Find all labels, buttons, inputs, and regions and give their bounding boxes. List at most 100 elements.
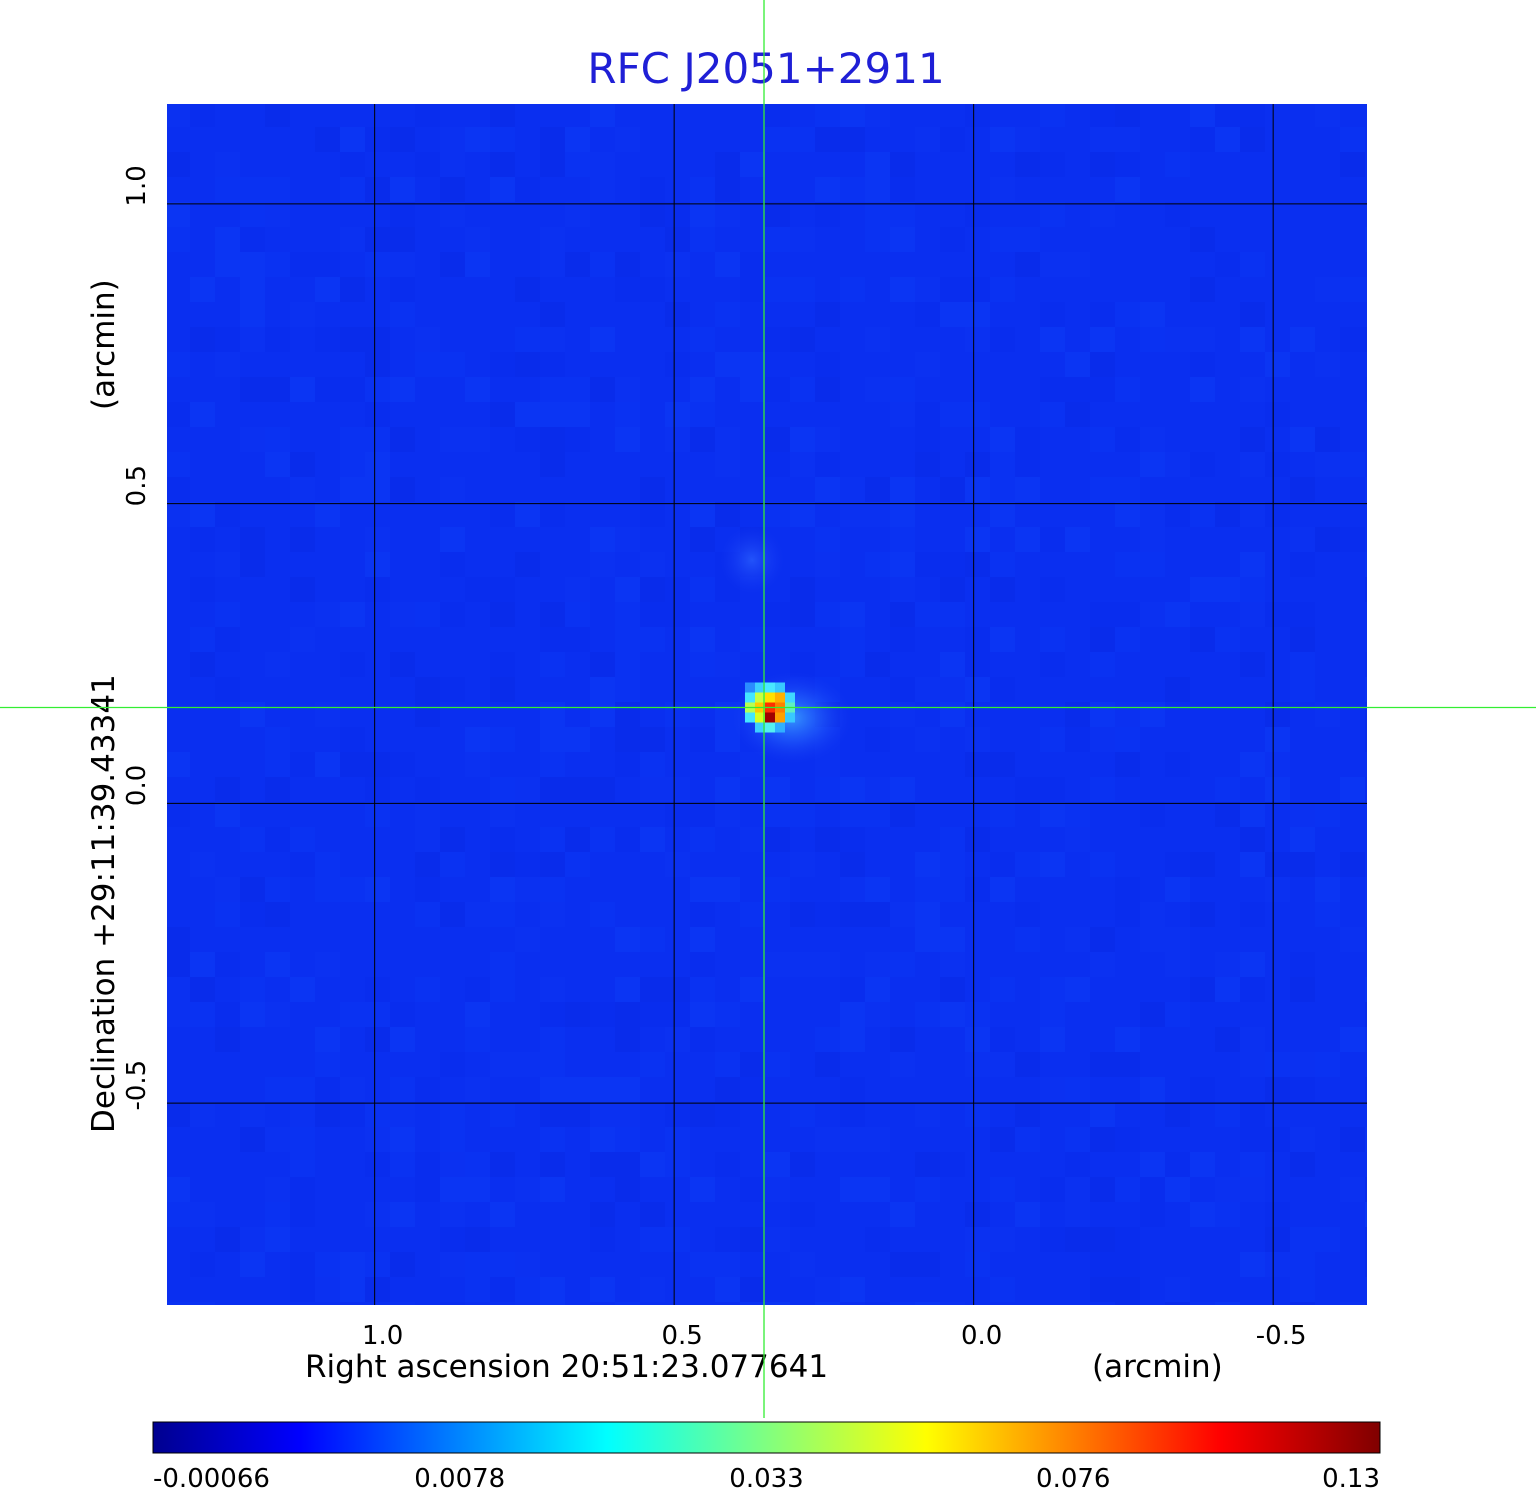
noise-cell bbox=[715, 1077, 740, 1102]
noise-cell bbox=[1340, 127, 1365, 152]
noise-cell bbox=[965, 327, 990, 352]
noise-cell bbox=[1215, 577, 1240, 602]
noise-cell bbox=[440, 352, 465, 377]
noise-cell bbox=[1015, 852, 1040, 877]
noise-cell bbox=[690, 1252, 715, 1277]
noise-cell bbox=[1065, 1152, 1090, 1177]
noise-cell bbox=[965, 1052, 990, 1077]
noise-cell bbox=[240, 1102, 265, 1127]
noise-cell bbox=[640, 727, 665, 752]
noise-cell bbox=[640, 1202, 665, 1227]
noise-cell bbox=[840, 127, 865, 152]
noise-cell bbox=[790, 277, 815, 302]
noise-cell bbox=[1165, 1302, 1190, 1307]
noise-cell bbox=[965, 277, 990, 302]
noise-cell bbox=[1240, 302, 1265, 327]
noise-cell bbox=[815, 777, 840, 802]
noise-cell bbox=[490, 177, 515, 202]
noise-cell bbox=[315, 252, 340, 277]
noise-cell bbox=[490, 127, 515, 152]
noise-cell bbox=[1190, 577, 1215, 602]
noise-cell bbox=[340, 752, 365, 777]
noise-cell bbox=[1165, 1002, 1190, 1027]
noise-cell bbox=[540, 852, 565, 877]
noise-cell bbox=[765, 277, 790, 302]
noise-cell bbox=[440, 1052, 465, 1077]
noise-cell bbox=[990, 552, 1015, 577]
noise-cell bbox=[965, 202, 990, 227]
noise-cell bbox=[790, 802, 815, 827]
noise-cell bbox=[640, 1277, 665, 1302]
noise-cell bbox=[1190, 852, 1215, 877]
noise-cell bbox=[615, 1002, 640, 1027]
noise-cell bbox=[940, 1152, 965, 1177]
noise-cell bbox=[1315, 527, 1340, 552]
noise-cell bbox=[315, 877, 340, 902]
noise-cell bbox=[1065, 927, 1090, 952]
noise-cell bbox=[1115, 702, 1140, 727]
noise-cell bbox=[1240, 1127, 1265, 1152]
noise-cell bbox=[865, 552, 890, 577]
noise-cell bbox=[265, 877, 290, 902]
noise-cell bbox=[190, 627, 215, 652]
noise-cell bbox=[915, 302, 940, 327]
noise-cell bbox=[1165, 502, 1190, 527]
noise-cell bbox=[390, 427, 415, 452]
noise-cell bbox=[415, 852, 440, 877]
noise-cell bbox=[1165, 927, 1190, 952]
noise-cell bbox=[490, 102, 515, 127]
noise-cell bbox=[1315, 427, 1340, 452]
noise-cell bbox=[990, 677, 1015, 702]
noise-cell bbox=[1015, 252, 1040, 277]
noise-cell bbox=[265, 827, 290, 852]
noise-cell bbox=[965, 402, 990, 427]
noise-cell bbox=[590, 152, 615, 177]
noise-cell bbox=[365, 1102, 390, 1127]
noise-cell bbox=[215, 177, 240, 202]
noise-cell bbox=[615, 652, 640, 677]
noise-cell bbox=[540, 452, 565, 477]
noise-cell bbox=[765, 227, 790, 252]
noise-cell bbox=[290, 452, 315, 477]
noise-cell bbox=[765, 202, 790, 227]
noise-cell bbox=[940, 1002, 965, 1027]
noise-cell bbox=[265, 777, 290, 802]
noise-texture bbox=[165, 102, 1369, 1307]
noise-cell bbox=[890, 1202, 915, 1227]
noise-cell bbox=[1165, 202, 1190, 227]
noise-cell bbox=[490, 777, 515, 802]
noise-cell bbox=[390, 1027, 415, 1052]
noise-cell bbox=[1215, 977, 1240, 1002]
noise-cell bbox=[440, 1152, 465, 1177]
noise-cell bbox=[1040, 1077, 1065, 1102]
noise-cell bbox=[765, 427, 790, 452]
noise-cell bbox=[390, 1102, 415, 1127]
noise-cell bbox=[540, 827, 565, 852]
noise-cell bbox=[815, 377, 840, 402]
noise-cell bbox=[540, 377, 565, 402]
noise-cell bbox=[865, 877, 890, 902]
noise-cell bbox=[890, 1052, 915, 1077]
noise-cell bbox=[365, 402, 390, 427]
noise-cell bbox=[515, 427, 540, 452]
noise-cell bbox=[1290, 1302, 1315, 1307]
noise-cell bbox=[240, 1227, 265, 1252]
noise-cell bbox=[1240, 602, 1265, 627]
noise-cell bbox=[1090, 202, 1115, 227]
noise-cell bbox=[1240, 1252, 1265, 1277]
noise-cell bbox=[615, 1177, 640, 1202]
noise-cell bbox=[540, 977, 565, 1002]
noise-cell bbox=[365, 802, 390, 827]
noise-cell bbox=[265, 1127, 290, 1152]
source-pixel bbox=[784, 692, 795, 703]
noise-cell bbox=[265, 252, 290, 277]
noise-cell bbox=[965, 1102, 990, 1127]
noise-cell bbox=[915, 927, 940, 952]
noise-cell bbox=[965, 302, 990, 327]
noise-cell bbox=[590, 1077, 615, 1102]
noise-cell bbox=[915, 877, 940, 902]
noise-cell bbox=[490, 577, 515, 602]
noise-cell bbox=[1315, 452, 1340, 477]
noise-cell bbox=[915, 1102, 940, 1127]
noise-cell bbox=[1115, 502, 1140, 527]
